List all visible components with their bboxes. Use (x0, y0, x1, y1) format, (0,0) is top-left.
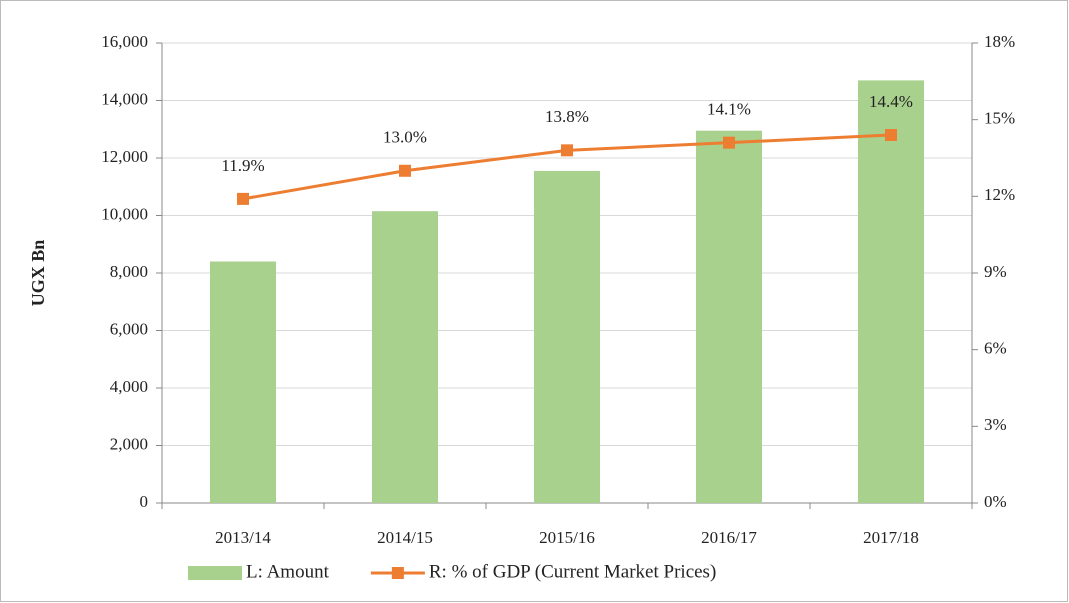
bar (858, 80, 924, 503)
x-tick-label: 2013/14 (215, 528, 271, 547)
x-tick-label: 2014/15 (377, 528, 433, 547)
y2-tick-label: 6% (984, 339, 1007, 358)
x-tick-label: 2016/17 (701, 528, 757, 547)
data-label: 14.1% (707, 100, 751, 119)
y-tick-label: 10,000 (101, 204, 148, 223)
y-tick-label: 0 (140, 492, 149, 511)
y2-tick-label: 12% (984, 185, 1015, 204)
y-tick-label: 12,000 (101, 147, 148, 166)
line-marker (237, 192, 249, 205)
y-tick-label: 2,000 (110, 434, 148, 453)
legend-label: R: % of GDP (Current Market Prices) (429, 561, 716, 582)
y2-tick-label: 3% (984, 415, 1007, 434)
bar (696, 130, 762, 503)
y-tick-label: 14,000 (101, 89, 148, 108)
y2-tick-label: 15% (984, 109, 1015, 128)
x-tick-label: 2017/18 (863, 528, 919, 547)
line-marker (885, 129, 897, 141)
x-tick-label: 2015/16 (539, 528, 595, 547)
y2-tick-label: 18% (984, 32, 1015, 51)
bar (210, 261, 276, 503)
bar (534, 170, 600, 503)
bar (372, 211, 438, 503)
legend-label: L: Amount (246, 561, 330, 582)
y-tick-label: 8,000 (110, 262, 148, 281)
y-tick-label: 16,000 (101, 32, 148, 51)
y-axis-title: UGX Bn (28, 240, 48, 307)
line-marker (399, 164, 411, 177)
y2-tick-label: 0% (984, 492, 1007, 511)
data-label: 11.9% (221, 156, 264, 175)
legend-swatch (188, 566, 242, 580)
y2-tick-label: 9% (984, 262, 1007, 281)
legend-swatch (391, 567, 404, 579)
line-marker (723, 136, 735, 149)
data-label: 14.4% (869, 92, 913, 111)
y-tick-label: 6,000 (110, 319, 148, 338)
y-tick-label: 4,000 (110, 377, 148, 396)
data-label: 13.8% (545, 107, 589, 126)
line-marker (561, 144, 573, 157)
data-label: 13.0% (383, 128, 427, 147)
